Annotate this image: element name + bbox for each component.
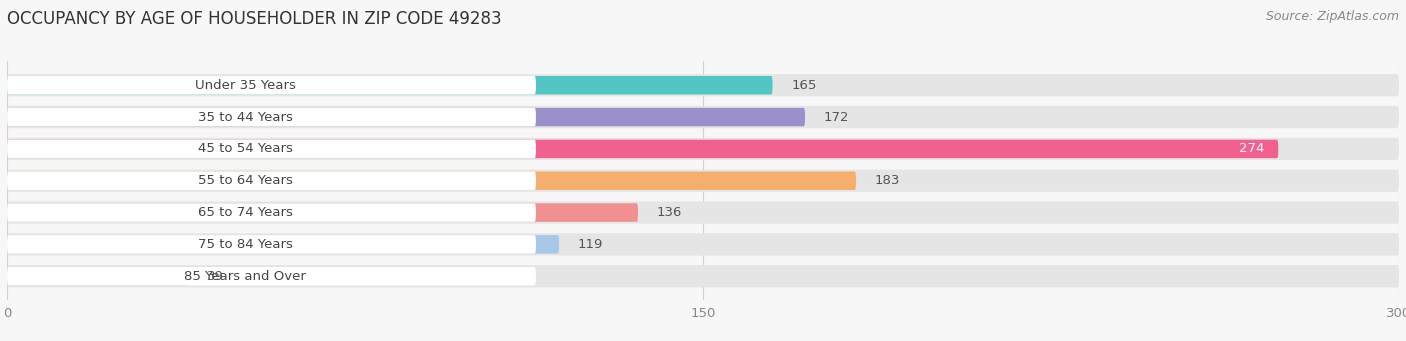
Text: 75 to 84 Years: 75 to 84 Years <box>198 238 292 251</box>
Text: 274: 274 <box>1239 143 1264 155</box>
FancyBboxPatch shape <box>7 108 536 126</box>
Text: 35 to 44 Years: 35 to 44 Years <box>198 110 292 123</box>
FancyBboxPatch shape <box>7 203 638 222</box>
Text: 39: 39 <box>207 270 224 283</box>
Text: 136: 136 <box>657 206 682 219</box>
Text: 119: 119 <box>578 238 603 251</box>
Text: Under 35 Years: Under 35 Years <box>194 79 295 92</box>
FancyBboxPatch shape <box>7 172 856 190</box>
Text: 172: 172 <box>824 110 849 123</box>
Text: OCCUPANCY BY AGE OF HOUSEHOLDER IN ZIP CODE 49283: OCCUPANCY BY AGE OF HOUSEHOLDER IN ZIP C… <box>7 10 502 28</box>
FancyBboxPatch shape <box>7 267 536 285</box>
FancyBboxPatch shape <box>7 202 1399 224</box>
Text: Source: ZipAtlas.com: Source: ZipAtlas.com <box>1265 10 1399 23</box>
FancyBboxPatch shape <box>7 140 536 158</box>
FancyBboxPatch shape <box>7 235 560 254</box>
Text: 183: 183 <box>875 174 900 187</box>
Text: 85 Years and Over: 85 Years and Over <box>184 270 307 283</box>
FancyBboxPatch shape <box>7 74 1399 97</box>
FancyBboxPatch shape <box>7 233 1399 255</box>
Text: 55 to 64 Years: 55 to 64 Years <box>198 174 292 187</box>
Text: 45 to 54 Years: 45 to 54 Years <box>198 143 292 155</box>
FancyBboxPatch shape <box>7 106 1399 128</box>
Text: 65 to 74 Years: 65 to 74 Years <box>198 206 292 219</box>
FancyBboxPatch shape <box>7 265 1399 287</box>
FancyBboxPatch shape <box>7 235 536 254</box>
FancyBboxPatch shape <box>7 267 188 285</box>
Text: 165: 165 <box>792 79 817 92</box>
FancyBboxPatch shape <box>7 76 536 94</box>
FancyBboxPatch shape <box>7 169 1399 192</box>
FancyBboxPatch shape <box>7 138 1399 160</box>
FancyBboxPatch shape <box>7 172 536 190</box>
FancyBboxPatch shape <box>7 140 1278 158</box>
FancyBboxPatch shape <box>7 108 806 126</box>
FancyBboxPatch shape <box>7 203 536 222</box>
FancyBboxPatch shape <box>7 76 773 94</box>
